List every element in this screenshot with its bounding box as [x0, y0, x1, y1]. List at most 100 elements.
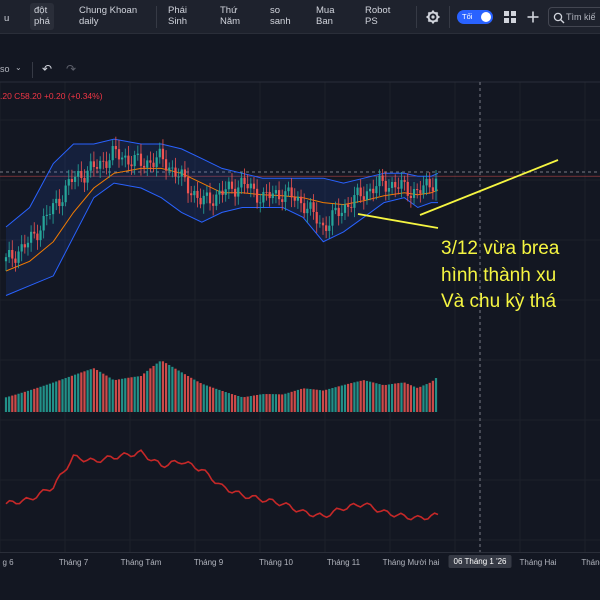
nav-item-robot-ps[interactable]: Robot PS: [365, 5, 391, 27]
volume-bar: [227, 393, 230, 412]
time-axis-label: Tháng 11: [326, 558, 361, 567]
nav-item-chung-khoan-daily[interactable]: Chung Khoan daily: [79, 5, 138, 27]
candle-body: [281, 199, 284, 202]
volume-bar: [130, 377, 133, 412]
candle-body: [252, 183, 256, 189]
volume-bar: [218, 389, 221, 412]
candle-body: [95, 167, 99, 169]
nav-item-phai-sinh[interactable]: Phái Sinh: [168, 5, 188, 27]
candle-body: [158, 148, 161, 158]
volume-bar: [155, 363, 158, 412]
volume-bar: [102, 373, 105, 412]
volume-bar: [33, 388, 36, 412]
candle-body: [127, 155, 130, 165]
volume-bar: [256, 394, 259, 412]
volume-bar: [136, 376, 139, 412]
nav-item-dot-pha[interactable]: đột phá: [30, 3, 54, 30]
candle-body: [199, 197, 202, 205]
time-axis-label: Tháng Hai: [519, 558, 557, 567]
volume-bar: [334, 387, 337, 412]
volume-bar: [353, 382, 356, 412]
search-input[interactable]: [566, 11, 600, 23]
nav-item-partial[interactable]: u: [4, 13, 10, 24]
candle-body: [325, 225, 328, 231]
chevron-down-icon[interactable]: ⌄: [15, 63, 22, 72]
volume-bar: [158, 361, 161, 412]
volume-bar: [409, 385, 412, 412]
candle-body: [174, 167, 177, 177]
candle-body: [328, 225, 331, 231]
candle-body: [99, 160, 102, 169]
candle-body: [365, 191, 369, 200]
candle-body: [83, 177, 86, 183]
candle-body: [205, 192, 208, 196]
search-box[interactable]: [548, 7, 600, 27]
volume-bar: [196, 381, 199, 412]
candle-body: [309, 202, 312, 209]
volume-bar: [422, 385, 425, 412]
volume-bar: [387, 384, 391, 412]
candle-body: [114, 146, 117, 150]
nav-item-thu-nam[interactable]: Thứ Năm: [220, 5, 241, 27]
volume-bar: [26, 390, 30, 412]
candle-body: [186, 177, 190, 194]
trendline-projection: [419, 159, 559, 216]
candle-body: [390, 181, 394, 188]
volume-bar: [337, 386, 340, 412]
candle-body: [368, 188, 372, 192]
candle-body: [315, 211, 318, 224]
candle-body: [86, 170, 89, 183]
plus-icon[interactable]: [524, 8, 542, 26]
candle-body: [26, 242, 30, 248]
candle-body: [190, 193, 193, 196]
volume-bar: [277, 394, 281, 412]
volume-bar: [359, 380, 362, 412]
volume-bar: [164, 363, 168, 412]
volume-bar: [152, 365, 155, 412]
redo-icon[interactable]: ↷: [66, 62, 77, 76]
gear-icon[interactable]: [424, 8, 442, 26]
time-axis[interactable]: g 6 Tháng 7 Tháng Tám Tháng 9 Tháng 10 Tháng …: [0, 552, 600, 572]
toggle-knob: [481, 12, 491, 22]
annotation-line: 3/12 vừa brea: [441, 238, 560, 259]
volume-bar: [381, 384, 384, 412]
nav-item-so-sanh[interactable]: so sanh: [270, 5, 291, 27]
nav-item-mua-ban[interactable]: Mua Ban: [316, 5, 335, 27]
candle-body: [146, 160, 149, 168]
volume-bar: [92, 368, 95, 412]
candle-body: [384, 180, 387, 192]
volume-bar: [186, 375, 190, 412]
volume-bar: [193, 379, 196, 412]
volume-bar: [412, 386, 416, 412]
candle-body: [343, 204, 347, 213]
volume-bar: [83, 371, 86, 412]
volume-bar: [127, 377, 130, 412]
candle-body: [136, 153, 139, 155]
volume-bar: [208, 386, 212, 412]
volume-bar: [77, 373, 80, 412]
candle-body: [193, 190, 196, 196]
layout-grid-icon[interactable]: [501, 8, 519, 26]
volume-bar: [114, 379, 117, 412]
volume-bar: [315, 389, 318, 412]
volume-bar: [199, 383, 202, 412]
candle-body: [11, 249, 14, 259]
volume-bar: [58, 380, 61, 412]
volume-bar: [168, 364, 171, 412]
candle-body: [92, 161, 95, 168]
candle-body: [290, 187, 293, 198]
candle-body: [8, 249, 11, 258]
theme-toggle[interactable]: Tối: [457, 10, 493, 24]
volume-bar: [224, 392, 227, 412]
interval-selector[interactable]: so: [0, 64, 10, 74]
volume-bar: [67, 376, 70, 412]
time-axis-label: Tháng Mười hai: [382, 558, 440, 567]
volume-bar: [80, 372, 83, 412]
candle-body: [271, 193, 274, 199]
volume-bar: [8, 396, 11, 412]
undo-icon[interactable]: ↶: [42, 62, 53, 76]
candle-body: [431, 187, 434, 192]
volume-bar: [249, 396, 252, 412]
volume-bar: [287, 392, 290, 412]
